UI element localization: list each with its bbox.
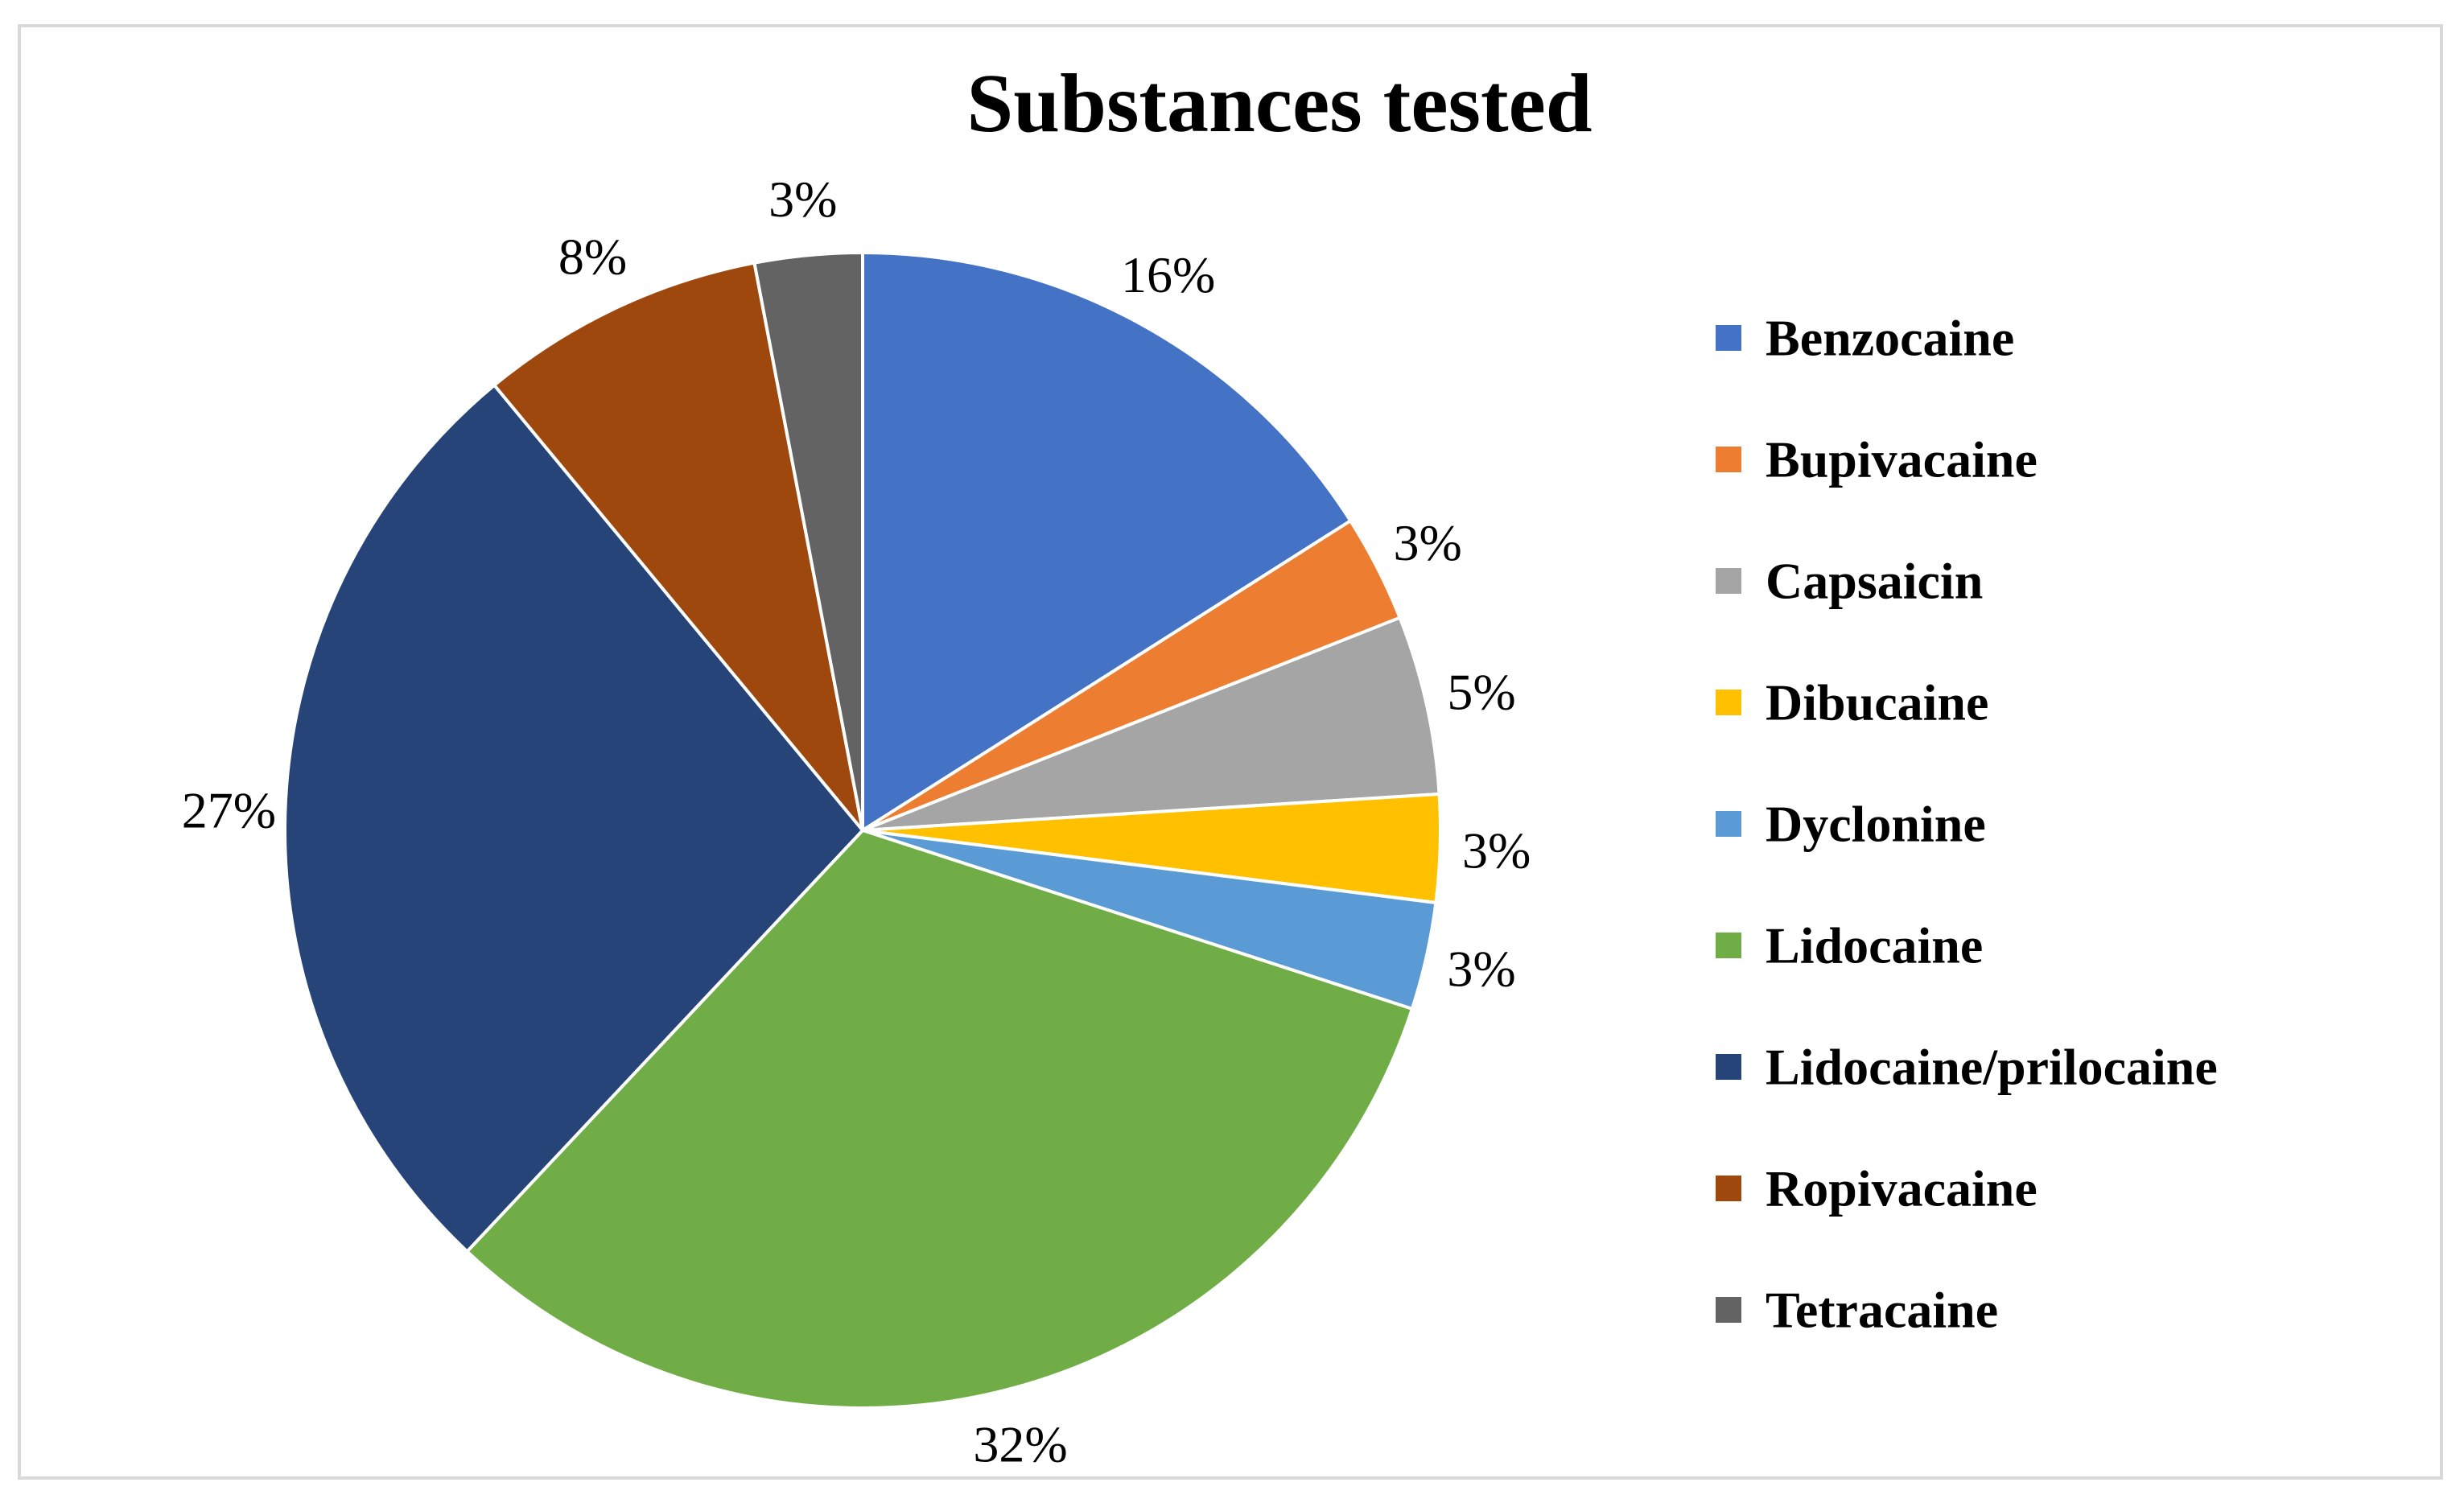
legend-swatch-dibucaine bbox=[1716, 690, 1741, 715]
data-label-lidocaine: 32% bbox=[973, 1416, 1067, 1473]
legend-label-lidocaine: Lidocaine bbox=[1766, 917, 1983, 974]
legend-label-benzocaine: Benzocaine bbox=[1766, 310, 2014, 367]
legend-swatch-dyclonine bbox=[1716, 811, 1741, 837]
legend-label-tetracaine: Tetracaine bbox=[1766, 1282, 1998, 1339]
legend-label-lidocaine-prilocaine: Lidocaine/prilocaine bbox=[1766, 1039, 2218, 1096]
chart-legend: Benzocaine Bupivacaine Capsaicin Dibucaine D… bbox=[1716, 310, 2218, 1339]
legend-label-ropivacaine: Ropivacaine bbox=[1766, 1160, 2038, 1217]
data-label-benzocaine: 16% bbox=[1121, 246, 1215, 303]
pie-slice-lidocaine-prilocaine bbox=[283, 383, 864, 1254]
legend-swatch-lidocaine bbox=[1716, 933, 1741, 958]
legend-swatch-tetracaine bbox=[1716, 1297, 1741, 1323]
data-label-capsaicin: 5% bbox=[1447, 664, 1515, 721]
legend-label-dibucaine: Dibucaine bbox=[1766, 674, 1988, 731]
data-label-ropivacaine: 8% bbox=[558, 229, 627, 286]
data-label-lidocaine-prilocaine: 27% bbox=[182, 782, 276, 839]
data-label-dibucaine: 3% bbox=[1462, 821, 1531, 879]
legend-label-dyclonine: Dyclonine bbox=[1766, 796, 1986, 853]
legend-swatch-bupivacaine bbox=[1716, 447, 1741, 472]
legend-swatch-lidocaine-prilocaine bbox=[1716, 1054, 1741, 1080]
data-label-tetracaine: 3% bbox=[768, 171, 837, 228]
pie-slices bbox=[283, 251, 1442, 1410]
legend-swatch-benzocaine bbox=[1716, 325, 1741, 351]
pie-data-labels: 16% 3% 5% 3% 3% 32% 27% 8% 3% bbox=[182, 171, 1531, 1473]
pie-slice-benzocaine bbox=[861, 251, 1353, 832]
legend-label-bupivacaine: Bupivacaine bbox=[1766, 431, 2038, 488]
pie-slice-capsaicin bbox=[861, 616, 1441, 832]
data-label-bupivacaine: 3% bbox=[1393, 514, 1461, 571]
legend-label-capsaicin: Capsaicin bbox=[1766, 553, 1983, 610]
pie-slice-lidocaine bbox=[465, 829, 1414, 1410]
legend-swatch-capsaicin bbox=[1716, 568, 1741, 594]
data-label-dyclonine: 3% bbox=[1447, 940, 1515, 997]
legend-swatch-ropivacaine bbox=[1716, 1176, 1741, 1201]
pie-slice-ropivacaine bbox=[492, 261, 864, 832]
pie-slice-tetracaine bbox=[752, 251, 864, 832]
chart-title: Substances tested bbox=[966, 57, 1592, 150]
